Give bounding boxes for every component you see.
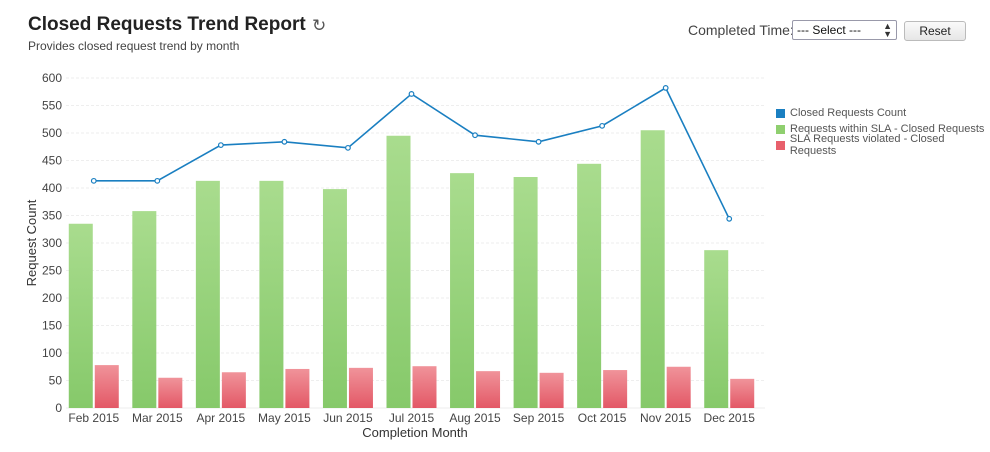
x-axis-label: Completion Month [362,425,468,440]
completed-time-select[interactable]: --- Select --- ▲ ▼ [792,20,897,40]
legend-item-violated[interactable]: SLA Requests violated - Closed Requests [776,133,990,157]
line-point [408,91,415,97]
bar-sla-violated [730,378,755,408]
x-tick-label: Apr 2015 [197,411,246,425]
x-tick-label: Dec 2015 [704,411,756,425]
line-point [90,177,97,184]
completed-time-label: Completed Time: [688,22,794,38]
x-tick-label: Oct 2015 [578,411,627,425]
select-value: --- Select --- [797,23,861,37]
y-tick-label: 50 [49,374,63,388]
line-point [345,144,351,151]
bar-sla-violated [666,366,691,408]
bar-within-sla [68,223,93,408]
y-axis-label: Request Count [24,199,39,286]
line-point [217,142,224,149]
x-tick-label: Mar 2015 [132,411,183,425]
bar-sla-violated [603,370,628,408]
bar-sla-violated [94,365,119,408]
bar-within-sla [577,163,602,408]
bar-sla-violated [348,367,373,408]
bar-within-sla [704,250,729,408]
y-tick-label: 550 [42,99,62,113]
x-tick-label: Jun 2015 [323,411,373,425]
line-point [726,215,733,222]
y-tick-label: 100 [42,346,62,360]
x-tick-label: Feb 2015 [68,411,119,425]
legend: Closed Requests Count Requests within SL… [776,105,990,157]
bar-within-sla [132,211,157,408]
y-tick-label: 0 [55,401,62,415]
x-tick-label: Jul 2015 [389,411,435,425]
page-subtitle: Provides closed request trend by month [28,39,240,53]
bar-within-sla [259,180,284,408]
line-point [154,177,161,184]
bar-within-sla [450,173,475,408]
bar-sla-violated [412,366,437,408]
line-point [535,138,542,145]
refresh-icon[interactable]: ↻ [312,16,327,35]
x-tick-label: Nov 2015 [640,411,692,425]
y-tick-label: 150 [42,319,62,333]
bar-sla-violated [221,372,246,408]
y-tick-label: 600 [42,71,62,85]
line-point [472,132,478,139]
reset-button[interactable]: Reset [904,21,966,41]
legend-item-within[interactable]: Requests within SLA - Closed Requests [776,121,990,137]
line-point [281,138,288,145]
bar-within-sla [640,130,665,408]
line-point [662,84,669,91]
line-point [599,122,606,129]
y-tick-label: 400 [42,181,62,195]
x-tick-label: Aug 2015 [449,411,501,425]
x-tick-label: Sep 2015 [513,411,565,425]
bar-sla-violated [476,371,501,408]
bar-within-sla [513,177,538,408]
y-tick-label: 300 [42,236,62,250]
bar-within-sla [195,180,220,408]
legend-label: SLA Requests violated - Closed Requests [789,133,945,157]
bar-sla-violated [158,377,183,408]
y-tick-label: 500 [42,126,62,140]
line-closed-requests [93,86,730,220]
legend-label: Requests within SLA - Closed Requests [790,123,985,135]
legend-swatch [776,124,785,134]
y-tick-label: 250 [42,264,62,278]
legend-item-count[interactable]: Closed Requests Count [776,105,990,121]
y-tick-label: 350 [42,209,62,223]
legend-label: Closed Requests Count [790,107,907,119]
y-tick-label: 450 [42,154,62,168]
x-tick-label: May 2015 [258,411,311,425]
bar-sla-violated [539,372,564,408]
legend-swatch [776,108,785,118]
legend-swatch [776,140,785,150]
select-arrows-icon: ▲ ▼ [883,21,892,39]
bar-within-sla [322,189,347,408]
bar-within-sla [386,135,411,408]
bar-sla-violated [285,368,310,408]
page-title: Closed Requests Trend Report [28,14,306,35]
y-tick-label: 200 [42,291,62,305]
